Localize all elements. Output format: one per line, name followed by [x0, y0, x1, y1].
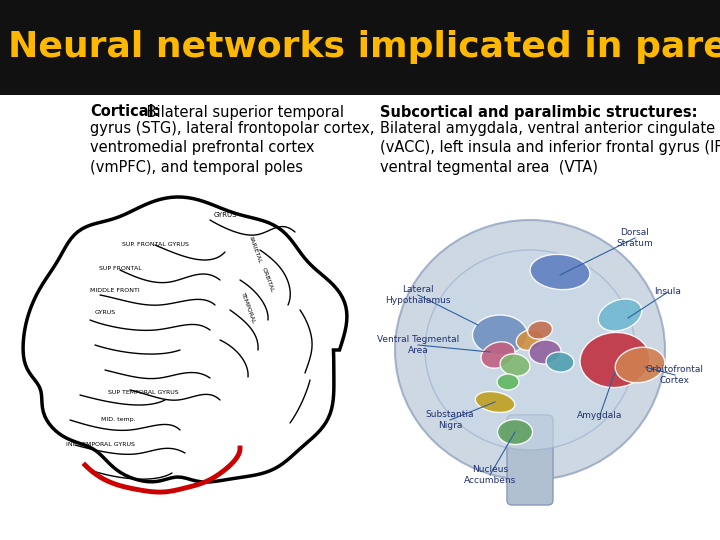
Bar — [5, 175, 355, 535]
Text: TEMPORAL: TEMPORAL — [240, 292, 256, 325]
Bar — [365, 175, 715, 535]
Text: Orbitofrontal
Cortex: Orbitofrontal Cortex — [646, 365, 704, 384]
Ellipse shape — [528, 321, 552, 339]
Text: Subcortical and paralimbic structures:: Subcortical and paralimbic structures: — [380, 105, 698, 119]
Text: Insula: Insula — [654, 287, 681, 296]
Polygon shape — [23, 197, 347, 482]
Ellipse shape — [530, 254, 590, 289]
Text: GYRUS: GYRUS — [213, 212, 237, 218]
Text: SUP TEMPORAL GYRUS: SUP TEMPORAL GYRUS — [108, 389, 179, 395]
Text: Lateral
Hypothalamus: Lateral Hypothalamus — [385, 285, 451, 305]
Text: INF TEMPORAL GYRUS: INF TEMPORAL GYRUS — [66, 442, 135, 448]
Text: ORBITAL: ORBITAL — [261, 267, 275, 293]
Ellipse shape — [580, 333, 650, 388]
Ellipse shape — [615, 347, 665, 383]
Text: MIDDLE FRONTI: MIDDLE FRONTI — [90, 287, 140, 293]
Ellipse shape — [500, 354, 530, 376]
Text: Amygdala: Amygdala — [577, 410, 623, 420]
Ellipse shape — [546, 352, 574, 372]
Ellipse shape — [472, 315, 528, 355]
Ellipse shape — [497, 374, 519, 390]
Text: PARIETAL: PARIETAL — [248, 235, 262, 264]
Text: Neural networks implicated in parenting: Neural networks implicated in parenting — [8, 30, 720, 64]
FancyBboxPatch shape — [507, 415, 553, 505]
Ellipse shape — [395, 220, 665, 480]
Text: SUP FRONTAL: SUP FRONTAL — [99, 266, 141, 271]
Text: Cortical:: Cortical: — [90, 105, 160, 119]
Text: Bilateral superior temporal: Bilateral superior temporal — [142, 105, 344, 119]
Text: Substantia
Nigra: Substantia Nigra — [426, 410, 474, 430]
Ellipse shape — [598, 299, 642, 331]
Text: Dorsal
Stratum: Dorsal Stratum — [616, 228, 653, 248]
Bar — [0, 0, 720, 94]
Text: Ventral Tegmental
Area: Ventral Tegmental Area — [377, 335, 459, 355]
Text: GYRUS: GYRUS — [94, 309, 116, 314]
Ellipse shape — [481, 342, 515, 368]
Ellipse shape — [475, 392, 515, 413]
Text: Nucleus
Accumbens: Nucleus Accumbens — [464, 465, 516, 485]
Ellipse shape — [529, 340, 561, 364]
Ellipse shape — [516, 330, 544, 350]
Text: Bilateral amygdala, ventral anterior cingulate
(vACC), left insula and inferior : Bilateral amygdala, ventral anterior cin… — [380, 120, 720, 175]
Text: SUP. FRONTAL GYRUS: SUP. FRONTAL GYRUS — [122, 242, 189, 247]
Text: MID. temp.: MID. temp. — [101, 417, 135, 422]
Ellipse shape — [498, 420, 533, 444]
Ellipse shape — [425, 250, 635, 450]
Text: gyrus (STG), lateral frontopolar cortex,
ventromedial prefrontal cortex
(vmPFC),: gyrus (STG), lateral frontopolar cortex,… — [90, 120, 374, 175]
